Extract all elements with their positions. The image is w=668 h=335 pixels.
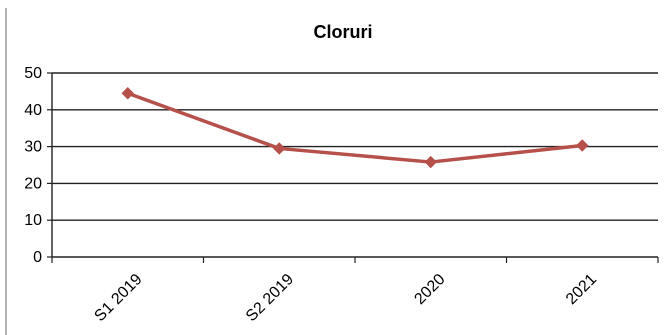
label-layer: 0 10 20 30 40 50 S1 2019 S2 2019 2020 2021 (24, 65, 600, 325)
y-tick-label: 0 (33, 249, 42, 266)
chart-title: Cloruri (313, 22, 372, 42)
axis-layer (47, 72, 659, 263)
x-category-label: 2020 (411, 271, 448, 308)
data-point-marker (424, 155, 437, 169)
series-layer (121, 87, 589, 169)
y-tick-label: 50 (24, 65, 42, 82)
data-point-marker (273, 142, 286, 155)
data-point-marker (576, 139, 589, 152)
data-point-marker (121, 87, 134, 100)
x-category-label: S1 2019 (91, 271, 145, 325)
y-tick-label: 30 (24, 139, 42, 156)
y-tick-label: 20 (24, 175, 42, 192)
y-tick-label: 10 (24, 212, 42, 229)
series-line (127, 91, 583, 164)
y-tick-label: 40 (24, 102, 42, 119)
x-category-label: S2 2019 (243, 271, 297, 325)
x-category-label: 2021 (563, 271, 600, 308)
